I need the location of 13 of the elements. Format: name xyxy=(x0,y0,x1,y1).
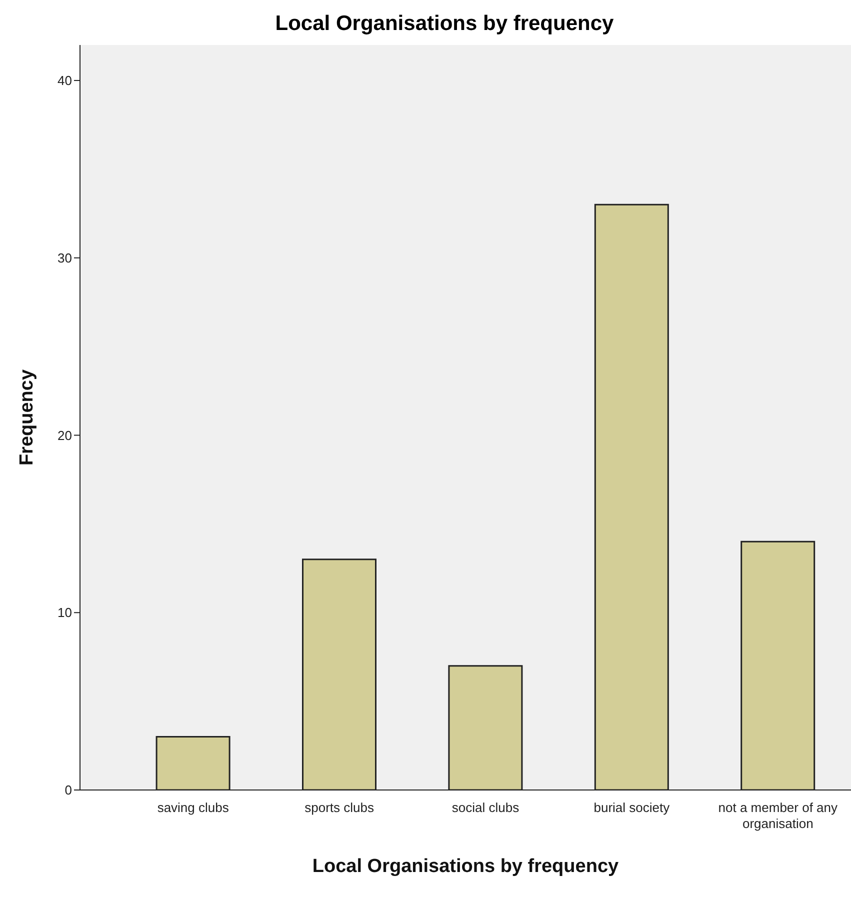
y-tick-label: 40 xyxy=(58,73,72,88)
x-tick-label: saving clubs xyxy=(157,800,230,815)
x-tick-label: sports clubs xyxy=(304,800,374,815)
x-tick-label: not a member of any organisation xyxy=(718,800,838,831)
x-tick-label: social clubs xyxy=(452,800,520,815)
y-tick-label: 0 xyxy=(64,782,72,798)
chart-title: Local Organisations by frequency xyxy=(274,11,615,37)
y-axis-title: Frequency xyxy=(16,369,38,466)
y-tick-label: 10 xyxy=(58,605,72,620)
y-tick-label: 20 xyxy=(58,428,72,443)
x-tick-label: burial society xyxy=(594,800,670,815)
x-axis-title: Local Organisations by frequency xyxy=(312,856,620,877)
y-tick-label: 30 xyxy=(58,250,72,266)
